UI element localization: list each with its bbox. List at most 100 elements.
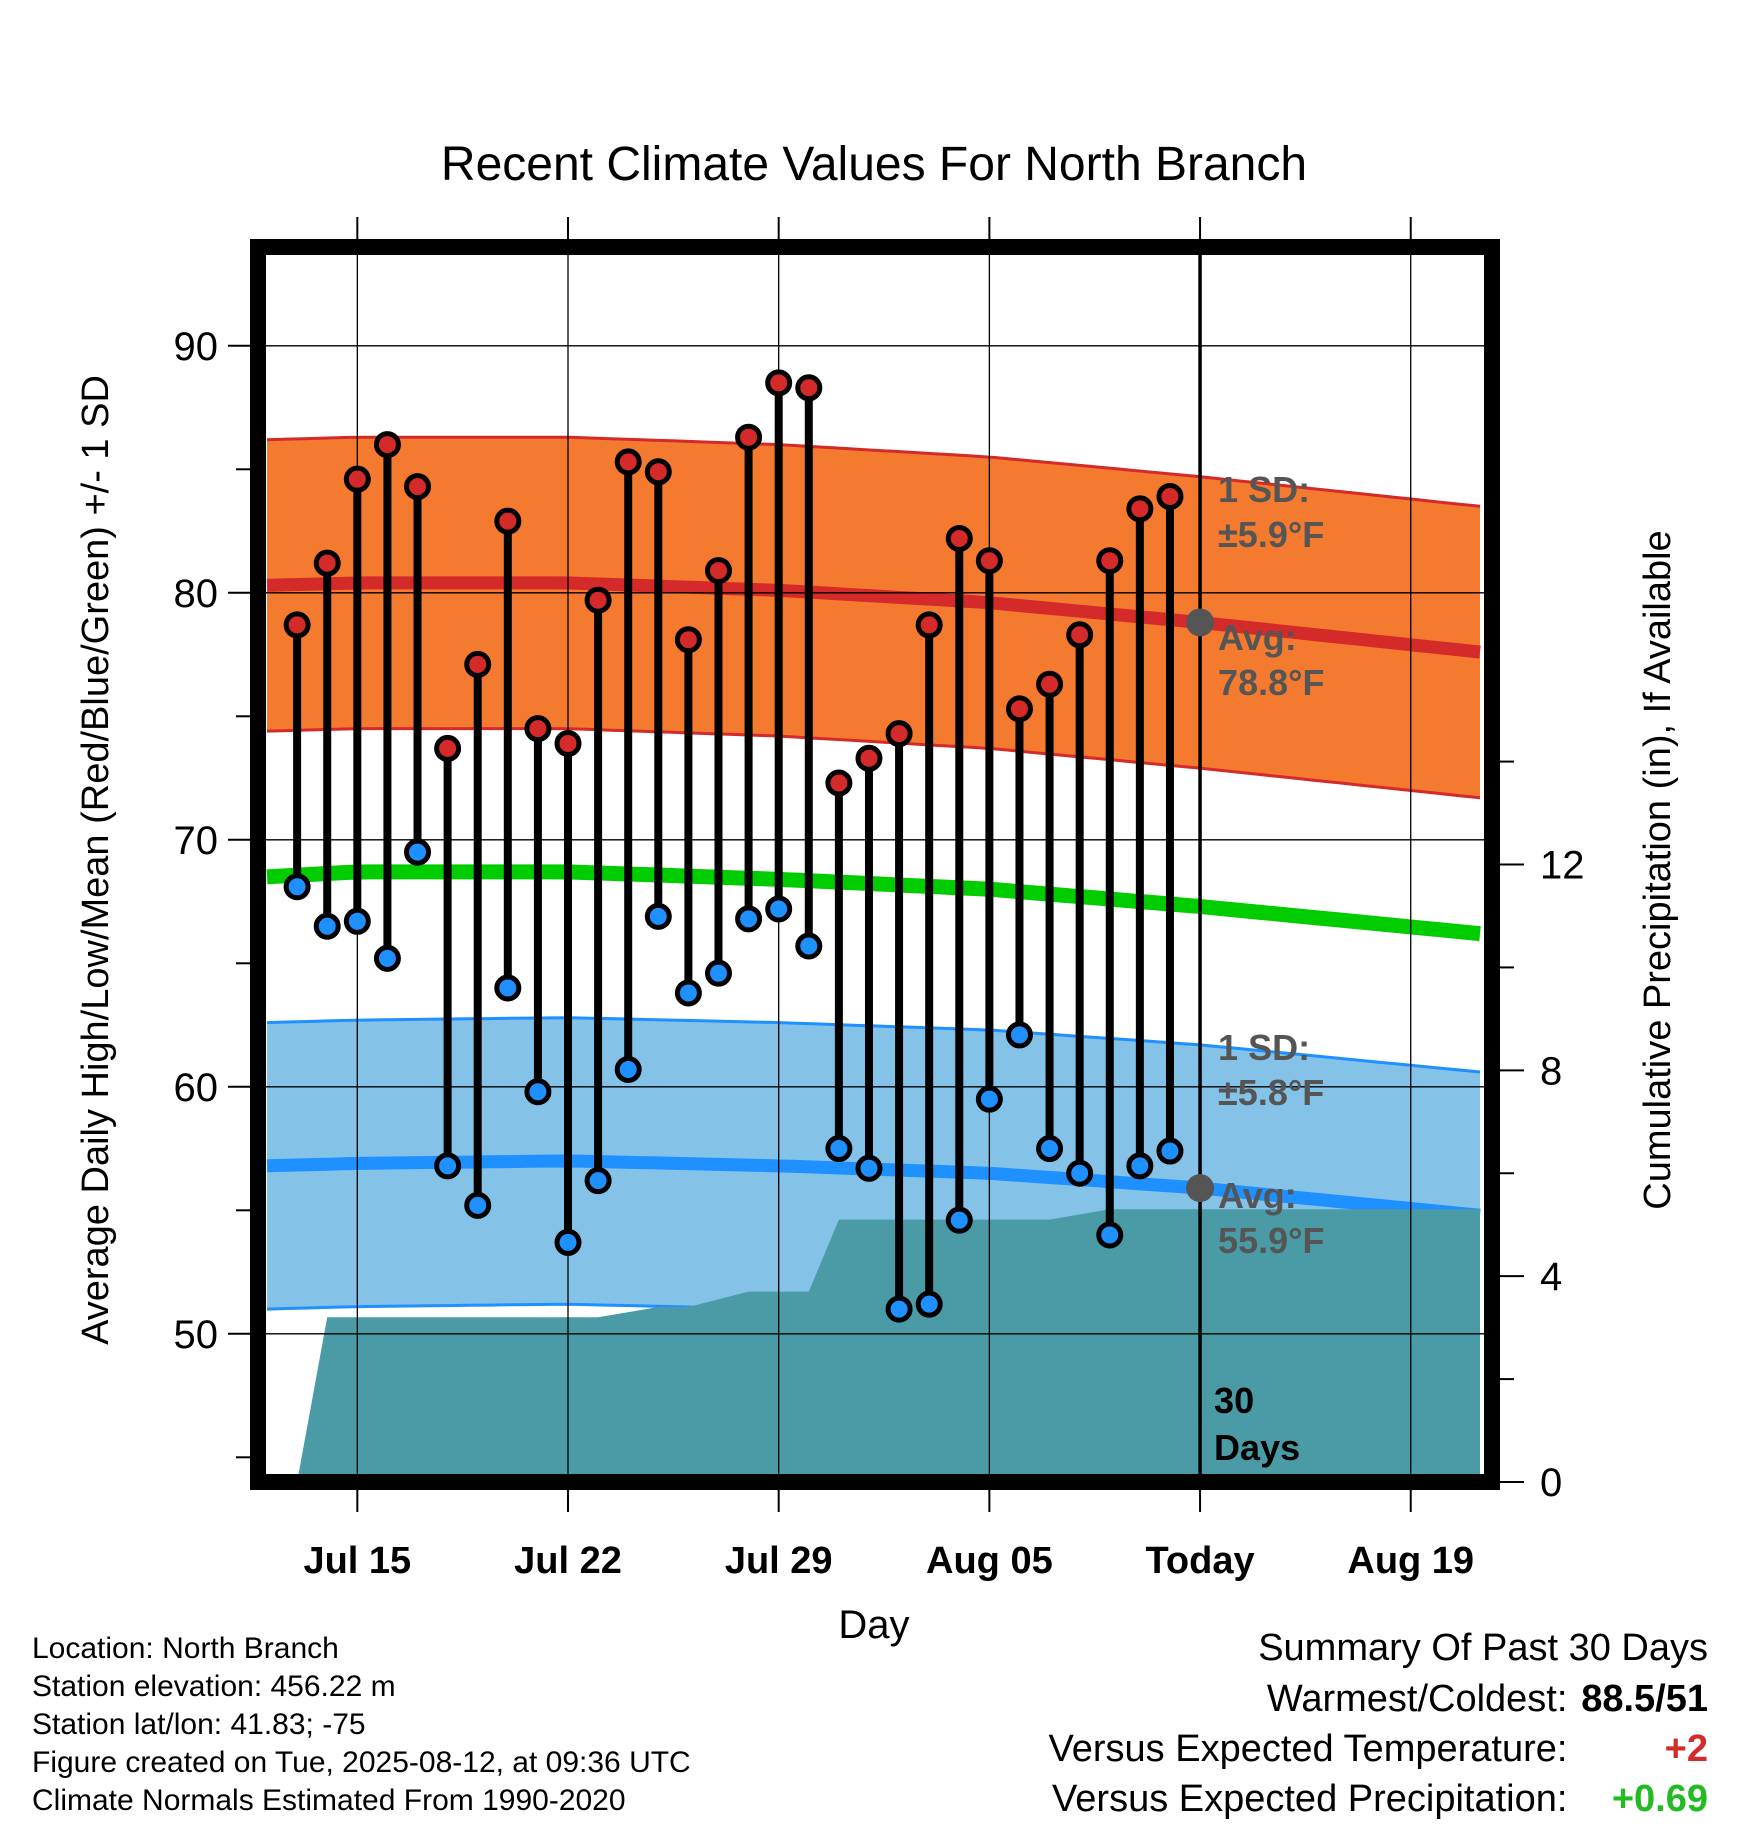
y2-tick-label: 0 (1540, 1461, 1562, 1505)
daily-high-point (674, 626, 702, 654)
high-avg-label: Avg: (1218, 617, 1297, 658)
high-sd-label: 1 SD: (1218, 469, 1310, 510)
daily-high-point (343, 465, 371, 493)
daily-high-point (404, 473, 432, 501)
daily-high-point (494, 507, 522, 535)
high-sd-upper-edge (266, 435, 1481, 508)
daily-low-point (1126, 1152, 1154, 1180)
low-sd-upper-edge (266, 1016, 1481, 1074)
daily-low-point (434, 1152, 462, 1180)
days-unit-label: Days (1214, 1427, 1300, 1468)
y-tick-label: 50 (174, 1313, 219, 1357)
daily-low-point (1096, 1221, 1124, 1249)
daily-low-point (283, 873, 311, 901)
daily-high-point (524, 715, 552, 743)
high-sd-lower-edge (266, 727, 1481, 800)
daily-low-point (404, 838, 432, 866)
mean-average-line (266, 864, 1481, 942)
summary-precip-value: +0.69 (1611, 1778, 1708, 1820)
y2-tick-label: 12 (1540, 844, 1585, 888)
daily-high-point (735, 423, 763, 451)
x-tick-label: Today (1146, 1540, 1255, 1582)
days-count-label: 30 (1214, 1380, 1254, 1421)
daily-high-point (554, 729, 582, 757)
daily-low-point (885, 1295, 913, 1323)
daily-low-point (735, 905, 763, 933)
daily-low-point (343, 907, 371, 935)
daily-high-point (1126, 495, 1154, 523)
y2-tick-label: 4 (1540, 1255, 1562, 1299)
daily-low-point (674, 979, 702, 1007)
daily-high-point (825, 769, 853, 797)
info-normals: Climate Normals Estimated From 1990-2020 (32, 1784, 626, 1817)
daily-high-point (464, 650, 492, 678)
daily-high-point (614, 448, 642, 476)
summary-warmest-label: Warmest/Coldest: (1266, 1678, 1568, 1720)
daily-low-point (554, 1228, 582, 1256)
daily-low-point (614, 1056, 642, 1084)
y-tick-label: 70 (174, 819, 219, 863)
daily-high-point (975, 547, 1003, 575)
high-sd-value: ±5.9°F (1218, 514, 1324, 555)
daily-low-point (975, 1085, 1003, 1113)
daily-high-point (434, 734, 462, 762)
today-low-avg-marker (1186, 1174, 1215, 1203)
daily-low-point (644, 902, 672, 930)
summary-warmest: Warmest/Coldest: 88.5/51 (1267, 1678, 1708, 1721)
daily-low-point (494, 974, 522, 1002)
daily-low-point (855, 1154, 883, 1182)
summary-temperature: Versus Expected Temperature: +2 (1049, 1728, 1708, 1771)
y2-tick-label: 8 (1540, 1049, 1562, 1093)
daily-high-point (283, 611, 311, 639)
high-average-line (266, 576, 1481, 659)
daily-high-point (1036, 670, 1064, 698)
y-tick-label: 80 (174, 572, 219, 616)
y-axis-label: Average Daily High/Low/Mean (Red/Blue/Gr… (75, 375, 117, 1345)
daily-high-point (584, 586, 612, 614)
daily-low-point (1066, 1159, 1094, 1187)
low-sd-value: ±5.8°F (1218, 1072, 1324, 1113)
y2-axis-label: Cumulative Precipitation (in), If Availa… (1637, 530, 1679, 1209)
today-high-avg-marker (1186, 608, 1215, 637)
daily-low-point (1036, 1135, 1064, 1163)
daily-low-point (464, 1191, 492, 1219)
daily-high-point (795, 374, 823, 402)
daily-low-point (765, 895, 793, 923)
daily-high-point (313, 549, 341, 577)
daily-low-point (584, 1167, 612, 1195)
low-sd-label: 1 SD: (1218, 1027, 1310, 1068)
daily-low-point (915, 1290, 943, 1318)
daily-high-point (1096, 547, 1124, 575)
chart-title: Recent Climate Values For North Branch (441, 138, 1307, 191)
low-avg-value: 55.9°F (1218, 1220, 1324, 1261)
x-tick-label: Aug 19 (1347, 1540, 1474, 1582)
daily-high-point (644, 458, 672, 486)
station-info: Location: North Branch Station elevation… (32, 1630, 691, 1820)
high-avg-value: 78.8°F (1218, 662, 1324, 703)
info-created: Figure created on Tue, 2025-08-12, at 09… (32, 1746, 691, 1779)
daily-high-point (885, 720, 913, 748)
daily-low-point (1005, 1021, 1033, 1049)
daily-low-point (945, 1206, 973, 1234)
daily-low-point (524, 1078, 552, 1106)
daily-low-point (313, 912, 341, 940)
x-tick-label: Aug 05 (926, 1540, 1053, 1582)
summary-title: Summary Of Past 30 Days (1258, 1627, 1708, 1669)
daily-low-point (373, 944, 401, 972)
daily-high-point (1156, 482, 1184, 510)
daily-low-point (1156, 1137, 1184, 1165)
high-sd-band (267, 437, 1480, 798)
daily-high-point (1005, 695, 1033, 723)
x-tick-label: Jul 22 (514, 1540, 622, 1582)
summary-warmest-value: 88.5/51 (1581, 1678, 1708, 1720)
daily-high-point (373, 431, 401, 459)
summary-precipitation: Versus Expected Precipitation: +0.69 (1052, 1778, 1708, 1821)
summary-precip-label: Versus Expected Precipitation: (1052, 1778, 1568, 1820)
x-tick-label: Jul 29 (725, 1540, 833, 1582)
daily-high-point (1066, 621, 1094, 649)
daily-low-point (795, 932, 823, 960)
plot-frame (250, 239, 1500, 1490)
